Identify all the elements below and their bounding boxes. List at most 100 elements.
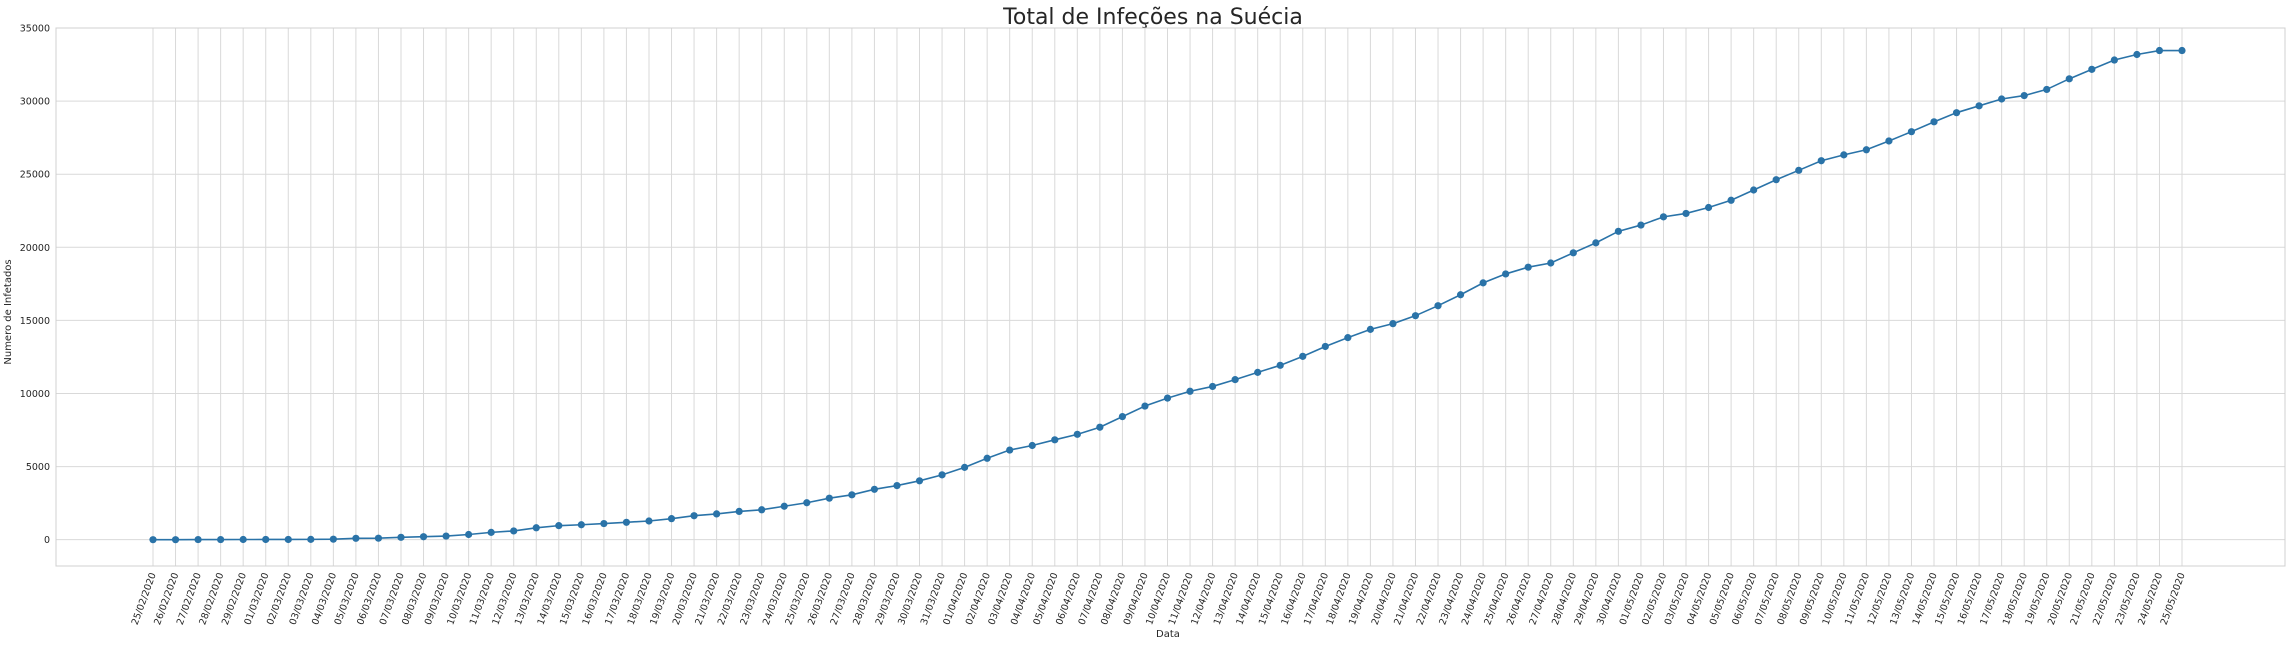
y-axis-label: Numero de Infetados: [3, 259, 14, 364]
x-axis-label: Data: [1156, 629, 1180, 640]
data-point: [1456, 291, 1465, 299]
data-point: [1502, 270, 1510, 278]
data-point: [1795, 166, 1803, 174]
plot-frame: [55, 27, 2286, 567]
data-point: [1750, 186, 1758, 194]
data-point: [397, 533, 405, 541]
y-tick-label: 30000: [20, 97, 50, 108]
data-point: [555, 522, 563, 530]
data-point: [735, 507, 743, 516]
data-point: [870, 485, 879, 493]
data-point: [915, 477, 924, 485]
data-point: [2043, 85, 2051, 94]
data-point: [645, 517, 653, 525]
data-point: [352, 534, 360, 542]
data-point: [1006, 446, 1014, 454]
data-point: [1231, 376, 1239, 384]
data-point: [1118, 413, 1127, 421]
data-point: [848, 491, 856, 499]
data-point: [1704, 203, 1713, 212]
data-point: [577, 521, 585, 529]
data-point: [1254, 368, 1262, 376]
data-point: [780, 502, 788, 510]
data-point: [1569, 249, 1577, 257]
data-point: [1862, 146, 1870, 154]
data-point: [1276, 361, 1284, 369]
data-point: [510, 527, 518, 535]
data-point: [284, 535, 292, 544]
x-tick-labels: 25/02/202026/02/202027/02/202028/02/2020…: [130, 571, 2188, 626]
data-point: [262, 535, 270, 544]
data-point: [1727, 196, 1735, 204]
data-point: [825, 494, 833, 502]
data-point: [2178, 46, 2186, 55]
data-point: [194, 535, 202, 544]
data-point: [1952, 109, 1961, 117]
y-tick-label: 15000: [20, 316, 50, 327]
y-gridlines: [56, 27, 2285, 541]
data-point: [1321, 342, 1329, 351]
data-point: [758, 506, 766, 514]
data-point: [307, 535, 315, 543]
data-point: [149, 536, 157, 544]
data-point: [1637, 221, 1645, 229]
y-tick-label: 35000: [20, 24, 50, 35]
chart-title: Total de Infeções na Suécia: [1002, 5, 1303, 30]
data-point: [1096, 423, 1104, 431]
data-point: [1659, 213, 1668, 221]
data-point: [803, 499, 811, 507]
data-point: [1592, 239, 1600, 247]
data-point: [1389, 320, 1397, 328]
data-point: [2155, 46, 2164, 55]
data-point: [532, 524, 540, 532]
y-tick-label: 25000: [20, 170, 50, 181]
data-point: [2133, 50, 2141, 59]
data-point: [983, 454, 991, 462]
data-point: [419, 533, 428, 541]
data-point: [1840, 151, 1848, 159]
data-point: [1524, 263, 1532, 271]
data-point: [1344, 334, 1352, 342]
data-point: [600, 519, 608, 528]
y-tick-label: 10000: [20, 389, 50, 400]
data-point: [1998, 95, 2006, 103]
data-point: [171, 536, 180, 544]
data-point: [1073, 430, 1081, 438]
data-point: [1817, 157, 1825, 165]
data-point: [1208, 382, 1217, 391]
data-point: [938, 471, 946, 479]
data-point: [1682, 209, 1690, 218]
data-point: [1930, 118, 1938, 126]
data-point: [374, 534, 383, 542]
data-point: [2088, 65, 2096, 73]
data-point: [487, 528, 495, 536]
data-point: [622, 518, 631, 526]
data-point: [1907, 128, 1916, 136]
data-point: [1479, 279, 1487, 287]
data-point: [1028, 441, 1036, 450]
data-point: [239, 535, 247, 544]
data-point: [1299, 352, 1307, 360]
data-point: [1885, 137, 1893, 145]
data-point: [2020, 91, 2028, 100]
data-point: [1975, 102, 1983, 110]
data-point: [329, 535, 337, 543]
data-point: [1434, 302, 1442, 310]
data-point: [2065, 75, 2073, 83]
data-point: [713, 510, 721, 518]
data-point: [1547, 259, 1555, 267]
data-point: [2110, 56, 2118, 64]
x-gridlines: [152, 28, 2183, 566]
data-point: [1772, 176, 1780, 184]
data-point: [465, 530, 473, 539]
data-point: [690, 512, 698, 520]
y-tick-labels: 0 5000 10000 15000 20000 25000 30000 35000: [20, 24, 50, 547]
data-point: [893, 481, 901, 490]
data-point: [1163, 394, 1172, 402]
data-point: [667, 515, 676, 523]
data-point: [961, 463, 969, 471]
data-point: [442, 532, 450, 540]
data-point: [1366, 325, 1374, 333]
y-tick-label: 5000: [26, 462, 50, 473]
data-point: [1186, 387, 1194, 395]
